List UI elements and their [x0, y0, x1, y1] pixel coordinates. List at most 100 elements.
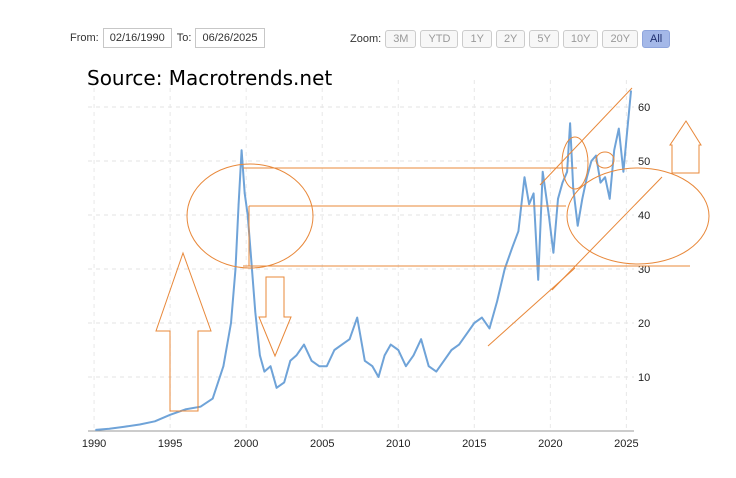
x-tick-label: 2015: [462, 438, 486, 450]
data-point: [123, 425, 126, 428]
data-point: [371, 365, 374, 368]
data-point: [420, 338, 422, 341]
to-date-input[interactable]: 06/26/2025: [195, 28, 265, 48]
source-label: Source: Macrotrends.net: [87, 66, 333, 90]
down-arrow: [258, 276, 292, 358]
date-range: From: 02/16/1990 To: 06/26/2025: [70, 28, 265, 48]
data-point: [458, 343, 460, 346]
data-point: [289, 360, 292, 362]
data-point: [246, 214, 249, 216]
data-point: [548, 214, 550, 216]
data-point: [303, 343, 305, 346]
data-point: [249, 252, 252, 254]
zoom-button-2y[interactable]: 2Y: [495, 30, 526, 48]
data-point: [488, 327, 491, 330]
data-point: [254, 311, 257, 314]
data-point: [435, 370, 438, 373]
x-tick-label: 1995: [158, 438, 182, 450]
recent-circle: [566, 167, 710, 265]
data-point: [595, 154, 597, 157]
x-tick-label: 1990: [82, 438, 106, 450]
data-point: [325, 365, 328, 368]
from-date-input[interactable]: 02/16/1990: [102, 28, 172, 48]
data-point: [576, 225, 579, 227]
zoom-button-1y[interactable]: 1Y: [462, 30, 492, 48]
data-point: [240, 149, 243, 151]
data-point: [566, 171, 568, 173]
data-point: [199, 405, 202, 408]
data-point: [230, 322, 232, 324]
data-point: [557, 198, 559, 200]
data-point: [450, 349, 453, 351]
data-point: [341, 343, 343, 346]
data-point: [377, 376, 380, 378]
up-arrow-right: [669, 120, 702, 174]
zoom-button-all[interactable]: All: [642, 30, 671, 48]
data-point: [517, 230, 520, 232]
data-point: [310, 360, 313, 362]
data-point: [537, 279, 539, 281]
price-line: [95, 90, 632, 431]
data-point: [318, 365, 320, 368]
data-point: [389, 343, 392, 346]
data-point: [541, 171, 544, 173]
to-label: To:: [176, 32, 192, 44]
y-tick-label: 20: [638, 318, 650, 330]
y-tick-label: 50: [638, 156, 650, 168]
data-point: [269, 365, 272, 368]
x-tick-label: 2010: [386, 438, 410, 450]
data-point: [581, 198, 584, 200]
x-tick-label: 2000: [234, 438, 258, 450]
data-point: [243, 192, 246, 195]
y-tick-label: 60: [638, 102, 650, 114]
data-point: [108, 428, 111, 430]
y-tick-label: 40: [638, 210, 650, 222]
data-point: [283, 381, 285, 384]
channel-upper: [539, 87, 633, 186]
data-point: [625, 138, 628, 141]
data-point: [617, 127, 620, 130]
x-tick-label: 2025: [614, 438, 638, 450]
data-point: [154, 420, 156, 423]
data-point: [561, 181, 564, 184]
zoom-label: Zoom:: [350, 33, 382, 45]
data-point: [523, 176, 526, 178]
data-point: [237, 203, 240, 205]
data-point: [383, 354, 386, 357]
zoom-button-3m[interactable]: 3M: [385, 30, 417, 48]
zoom-button-10y[interactable]: 10Y: [562, 30, 599, 48]
x-axis-ticks: 1990 1995 2000 2005 2010 2015 2020 2025: [82, 438, 639, 450]
data-point: [348, 338, 351, 341]
data-point: [569, 122, 571, 124]
data-point: [222, 365, 225, 368]
x-tick-label: 2005: [310, 438, 334, 450]
y-axis-ticks: 10 20 30 40 50 60: [638, 102, 650, 384]
data-point: [138, 423, 141, 426]
data-point: [473, 322, 476, 324]
data-point: [528, 203, 530, 205]
data-point: [496, 300, 498, 303]
zoom-controls: Zoom: 3M YTD 1Y 2Y 5Y 10Y 20Y All: [350, 30, 674, 48]
small-circle-2021: [561, 136, 589, 190]
data-point: [295, 354, 298, 357]
data-point: [412, 354, 415, 357]
zoom-button-ytd[interactable]: YTD: [420, 30, 459, 48]
channel-lower-b: [551, 176, 663, 291]
data-point: [405, 365, 407, 368]
y-tick-label: 10: [638, 372, 650, 384]
data-point: [630, 90, 632, 92]
data-point: [275, 387, 278, 389]
zoom-button-20y[interactable]: 20Y: [602, 30, 639, 48]
data-point: [608, 198, 611, 200]
data-point: [511, 246, 514, 249]
data-point: [443, 360, 445, 362]
data-point: [427, 365, 430, 368]
data-point: [503, 268, 506, 270]
hand-drawn-annotations: [155, 87, 710, 412]
up-arrow-left: [155, 251, 212, 412]
y-tick-label: 30: [638, 264, 650, 276]
data-point: [259, 354, 261, 357]
zoom-button-5y[interactable]: 5Y: [529, 30, 559, 48]
data-point: [552, 252, 555, 254]
data-point: [613, 149, 616, 151]
